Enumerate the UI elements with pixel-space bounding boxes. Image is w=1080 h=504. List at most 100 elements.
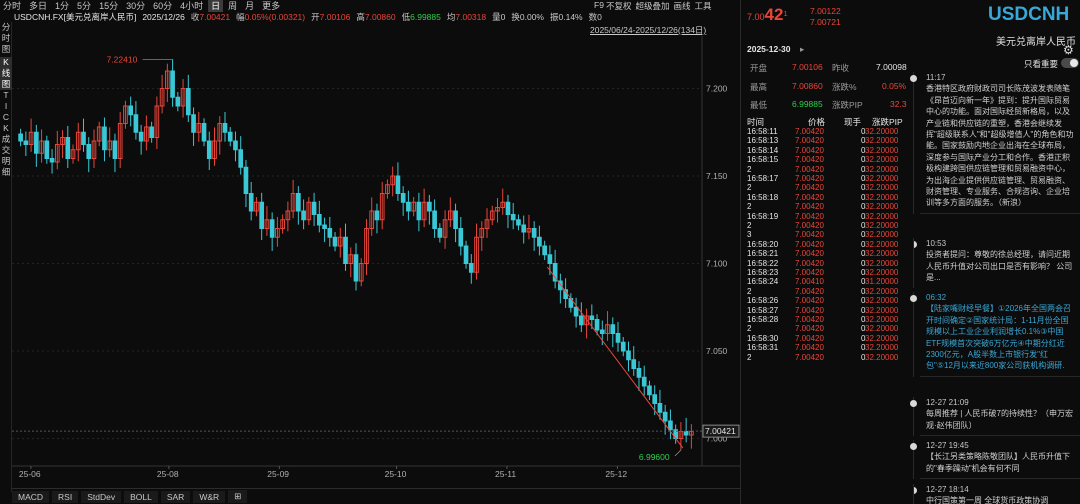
indicator-tab-3[interactable]: BOLL [124,490,158,503]
toolbar-right: 不复权 超级叠加 画线 工具 [606,0,712,12]
left-tab-char-5[interactable]: 图 [0,79,12,90]
candle-body [500,201,506,208]
candle-body [269,219,275,238]
tick-cell: 32.20000 [865,343,899,353]
indicator-tab-2[interactable]: StdDev [81,490,122,503]
arrow-right-icon[interactable]: ▸ [800,44,805,54]
period-6[interactable]: 60分 [153,0,173,11]
period-1[interactable]: 多日 [29,0,48,11]
tick-cell: 0 [861,202,866,212]
indicator-tab-5[interactable]: W&R [193,490,226,503]
period-0[interactable]: 分时 [3,0,22,11]
period-4[interactable]: 15分 [99,0,119,11]
drawn-trendline[interactable] [546,266,684,449]
period-7[interactable]: 4小时 [180,0,204,11]
settings-gear-icon[interactable]: ⚙ [1063,43,1074,57]
tick-cell: 7.00420 [795,202,824,212]
tick-cell: 2 [747,202,752,212]
left-tab-char-10[interactable]: 成 [1,134,11,144]
tick-row: 3 7.00420 0 32.20000 [747,230,912,239]
toolbar-right-1[interactable]: 超级叠加 [635,1,670,11]
left-tab-char-2[interactable]: 图 [1,44,11,54]
period-3[interactable]: 5分 [77,0,92,11]
news-item[interactable]: 12-27 18:14 中行国策第一周 全球货币政策协调 [913,484,1080,504]
tick-header-1: 价格 [808,117,826,127]
period-8[interactable]: 日 [208,0,224,12]
amp-value: 0.14% [558,11,583,22]
left-tab-char-9[interactable]: K [3,123,9,133]
candle-body [594,319,600,331]
x-tick-label: 25-09 [267,469,289,479]
high-label: 7.22410 [107,54,138,64]
last-price-box [702,424,740,438]
left-tab-char-1[interactable]: 时 [1,33,11,43]
period-11[interactable]: 更多 [262,0,281,11]
period-2[interactable]: 1分 [55,0,70,11]
candle-body [259,201,265,229]
tick-cell: 32.20000 [865,258,899,268]
tick-row: 16:58:31 7.00420 0 32.20000 [747,343,912,352]
big-price-tail: 42 [764,5,784,24]
toolbar-right-2[interactable]: 画线 [673,1,691,11]
left-tab-char-4[interactable]: 线 [0,68,12,79]
left-tab-char-6[interactable]: T [3,90,9,100]
open-label: 开 [311,11,320,22]
tick-cell: 7.00420 [795,164,824,174]
period-9[interactable]: 周 [228,0,238,11]
toolbar-right-3[interactable]: 工具 [694,1,712,11]
tick-row: 16:58:11 7.00420 0 32.20000 [747,127,912,136]
candle-body [248,193,254,212]
timeline-dot-icon [910,295,917,302]
tick-cell: 0 [861,286,866,296]
period-10[interactable]: 月 [245,0,255,11]
tick-cell: 16:58:11 [747,127,778,136]
indicator-tab-0[interactable]: MACD [12,490,50,503]
add-indicator-icon[interactable]: ⊞ [228,490,248,503]
news-item[interactable]: 11:17 香港特区政府财政司司长陈茂波发表随笔《昂首迈向新一年》提到：提升国际贸… [910,72,1080,214]
period-5[interactable]: 30分 [126,0,146,11]
important-toggle[interactable] [1061,58,1079,68]
left-tab-char-8[interactable]: C [2,112,10,122]
left-tab-char-13[interactable]: 细 [1,167,11,177]
news-item[interactable]: 10:53 投资者提问：尊敬的徐总经理，请问近期人民币升值对公司出口是否有影响？ … [913,238,1080,288]
news-text: 中行国策第一周 全球货币政策协调 [926,496,1049,504]
tick-row: 2 7.00420 0 32.20000 [747,353,912,362]
tick-cell: 0 [861,155,866,165]
left-tab-char-7[interactable]: I [4,101,8,111]
candle-body [578,315,584,326]
candle-body [484,219,490,229]
candle-body [641,376,647,387]
indicator-tab-4[interactable]: SAR [160,490,191,503]
news-item[interactable]: 06:32 【陆家嘴财经早餐】①2026年全国两会召开时间确定②国家统计局：1-1… [910,292,1080,377]
tick-cell: 7.00420 [795,324,824,334]
news-item[interactable]: 12-27 19:45 【长江另类策略陈敬团队】人民币升值下的"春季躁动"机会有何… [910,440,1080,480]
news-text: 【陆家嘴财经早餐】①2026年全国两会召开时间确定②国家统计局：1-11月份全国… [926,304,1071,371]
bid-price: 7.00122 [810,6,841,16]
news-time: 11:17 [926,73,946,82]
news-text: 投资者提问：尊敬的徐总经理，请问近期人民币升值对公司出口是否有影响？ 公司是..… [926,250,1073,283]
candle-body [474,236,479,273]
left-tab-char-11[interactable]: 交 [1,145,11,155]
tick-cell: 7.00420 [795,192,824,202]
left-tab-char-12[interactable]: 明 [1,156,11,166]
candle-body [75,131,81,151]
indicator-tab-1[interactable]: RSI [52,490,79,503]
candle-body [599,329,605,334]
left-tab-char-3[interactable]: K [0,57,12,68]
f9-key[interactable]: F9 [594,0,604,10]
candle-body [159,88,165,107]
tick-cell: 0 [861,192,866,202]
news-item[interactable]: 12-27 21:09 每周推荐 | 人民币破7的持续性？（申万宏观·赵伟团队） [910,397,1080,437]
candle-body [144,126,149,142]
news-separator [920,478,1080,480]
tick-cell: 7.00420 [795,268,824,277]
date-range-label[interactable]: 2025/06/24-2025/12/26(134日) [590,25,707,35]
tick-cell: 2 [747,324,752,334]
tick-cell: 32.20000 [865,183,899,193]
toolbar-right-0[interactable]: 不复权 [606,1,632,11]
avg-label: 均 [446,11,456,22]
candlestick-chart[interactable]: 7.200 7.150 7.100 7.050 7.000 25-06 25-08 25-09… [12,36,740,486]
left-tab-char-0[interactable]: 分 [1,22,11,32]
candle-body [552,263,558,282]
